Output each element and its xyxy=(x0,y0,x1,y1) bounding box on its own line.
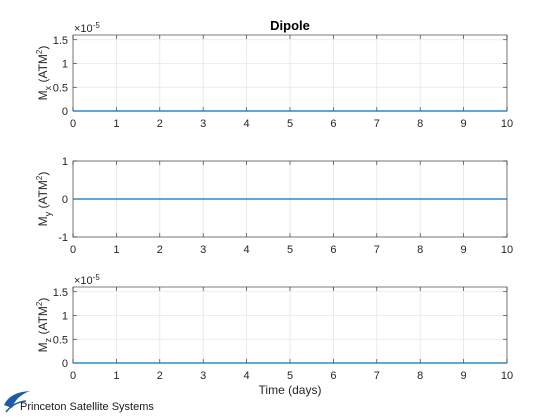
x-tick-label: 10 xyxy=(501,118,513,130)
y-axis-label-part: ) xyxy=(36,298,50,302)
x-tick-label: 6 xyxy=(330,370,336,382)
y-tick-label: 1.5 xyxy=(53,35,68,47)
y-exponent-label: ×10-5 xyxy=(74,21,100,35)
y-tick-label: 1 xyxy=(62,156,68,168)
y-axis-label-part: (ATM xyxy=(36,54,50,86)
y-axis-label-part: M xyxy=(36,90,50,100)
x-tick-label: 3 xyxy=(200,118,206,130)
y-tick-label: 0 xyxy=(62,194,68,206)
y-axis-label: Mz (ATM2) xyxy=(35,298,53,353)
x-tick-label: 6 xyxy=(330,244,336,256)
y-axis-label-part: M xyxy=(36,216,50,226)
x-tick-label: 2 xyxy=(157,244,163,256)
x-tick-label: 5 xyxy=(287,118,293,130)
x-tick-label: 1 xyxy=(113,370,119,382)
chart-title: Dipole xyxy=(270,18,310,33)
x-tick-label: 5 xyxy=(287,370,293,382)
x-tick-label: 8 xyxy=(417,370,423,382)
y-tick-label: -1 xyxy=(58,232,68,244)
logo-swoosh-secondary-icon xyxy=(5,400,27,413)
y-tick-label: 0 xyxy=(62,358,68,370)
x-tick-label: 0 xyxy=(70,244,76,256)
x-tick-label: 8 xyxy=(417,118,423,130)
x-tick-label: 2 xyxy=(157,370,163,382)
y-axis-label-part: (ATM xyxy=(36,306,50,338)
x-tick-label: 0 xyxy=(70,370,76,382)
y-axis-label: Mx (ATM2) xyxy=(35,46,53,101)
x-tick-label: 3 xyxy=(200,370,206,382)
x-tick-label: 10 xyxy=(501,370,513,382)
x-tick-label: 4 xyxy=(244,370,250,382)
x-tick-label: 4 xyxy=(244,244,250,256)
y-axis-label-part: M xyxy=(36,342,50,352)
y-tick-label: 1 xyxy=(62,311,68,323)
x-tick-label: 2 xyxy=(157,118,163,130)
y-tick-label: 0.5 xyxy=(53,82,68,94)
x-tick-label: 0 xyxy=(70,118,76,130)
y-exponent-value: -5 xyxy=(93,21,101,30)
y-exponent-label: ×10-5 xyxy=(74,273,100,287)
x-tick-label: 7 xyxy=(374,118,380,130)
y-axis-label-part: 2 xyxy=(35,301,44,306)
x-tick-label: 6 xyxy=(330,118,336,130)
y-axis-label-part: (ATM xyxy=(36,180,50,212)
x-tick-label: 7 xyxy=(374,370,380,382)
x-tick-label: 4 xyxy=(244,118,250,130)
logo-text: Princeton Satellite Systems xyxy=(20,401,154,413)
y-axis-label: My (ATM2) xyxy=(35,172,53,227)
x-tick-label: 8 xyxy=(417,244,423,256)
y-axis-label-part: ) xyxy=(36,46,50,50)
x-axis-label: Time (days) xyxy=(259,383,322,397)
y-tick-label: 0 xyxy=(62,106,68,118)
y-axis-label-part: y xyxy=(43,211,53,216)
x-tick-label: 9 xyxy=(461,244,467,256)
y-axis-label-part: x xyxy=(43,85,53,90)
y-tick-label: 1 xyxy=(62,59,68,71)
x-tick-label: 5 xyxy=(287,244,293,256)
y-axis-label-part: 2 xyxy=(35,175,44,180)
x-tick-label: 9 xyxy=(461,370,467,382)
y-axis-label-part: ) xyxy=(36,172,50,176)
logo-swoosh-icon xyxy=(4,391,30,408)
princeton-satellite-systems-logo: Princeton Satellite Systems xyxy=(4,391,154,413)
x-tick-label: 9 xyxy=(461,118,467,130)
x-tick-label: 7 xyxy=(374,244,380,256)
x-tick-label: 3 xyxy=(200,244,206,256)
y-axis-label-part: z xyxy=(43,337,53,342)
y-exponent-value: -5 xyxy=(93,273,101,282)
y-axis-label-part: 2 xyxy=(35,49,44,54)
x-tick-label: 10 xyxy=(501,244,513,256)
y-tick-label: 0.5 xyxy=(53,334,68,346)
x-tick-label: 1 xyxy=(113,244,119,256)
x-tick-label: 1 xyxy=(113,118,119,130)
y-tick-label: 1.5 xyxy=(53,287,68,299)
